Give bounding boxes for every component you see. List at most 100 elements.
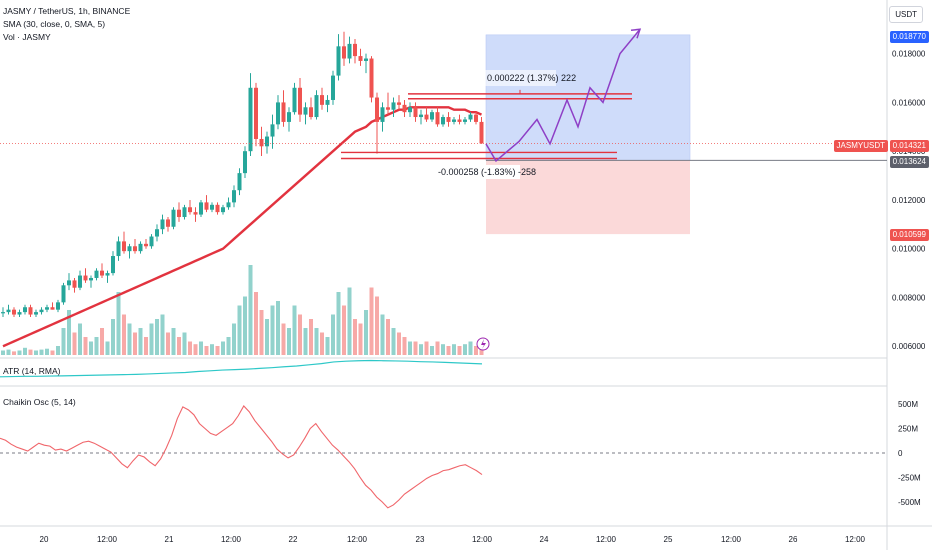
candle[interactable] — [105, 273, 110, 276]
candle[interactable] — [259, 138, 264, 147]
candle[interactable] — [342, 46, 346, 59]
legend-volume[interactable]: Vol · JASMY — [3, 32, 51, 42]
atr-title[interactable]: ATR (14, RMA) — [3, 366, 61, 376]
candle[interactable] — [364, 58, 368, 61]
projection-path[interactable] — [485, 28, 641, 163]
candle[interactable] — [138, 243, 143, 252]
candle[interactable] — [441, 117, 445, 125]
candle[interactable] — [210, 204, 214, 210]
candle[interactable] — [298, 87, 302, 115]
candle[interactable] — [94, 270, 99, 278]
candle[interactable] — [314, 95, 319, 118]
candle[interactable] — [226, 202, 231, 208]
candle[interactable] — [397, 102, 401, 105]
candle[interactable] — [12, 309, 16, 315]
volume-bar — [133, 332, 137, 355]
candle[interactable] — [182, 207, 187, 218]
legend-sma[interactable]: SMA (30, close, 0, SMA, 5) — [3, 19, 106, 29]
legend-symbol[interactable]: JASMY / TetherUS, 1h, BINANCE — [3, 6, 131, 16]
candle[interactable] — [347, 43, 352, 59]
currency-button[interactable]: USDT — [889, 6, 923, 23]
candle[interactable] — [133, 246, 137, 252]
candle[interactable] — [204, 202, 209, 210]
candle[interactable] — [281, 102, 286, 122]
candle[interactable] — [353, 43, 357, 57]
candle[interactable] — [237, 173, 242, 191]
candle[interactable] — [276, 102, 280, 125]
candle[interactable] — [39, 309, 44, 313]
candle[interactable] — [457, 119, 462, 122]
candle[interactable] — [17, 312, 22, 315]
chaikin-tick-label: 0 — [898, 449, 903, 458]
candle[interactable] — [83, 275, 88, 281]
candle[interactable] — [320, 95, 324, 105]
candle[interactable] — [1, 312, 5, 314]
candle[interactable] — [287, 112, 291, 122]
candle[interactable] — [149, 236, 154, 247]
candle[interactable] — [408, 107, 412, 113]
candle[interactable] — [144, 243, 148, 247]
candle[interactable] — [221, 207, 225, 213]
candle[interactable] — [358, 56, 363, 61]
candle[interactable] — [67, 280, 71, 286]
candle[interactable] — [435, 112, 440, 125]
candle[interactable] — [468, 114, 473, 120]
candle[interactable] — [215, 204, 220, 213]
candle[interactable] — [116, 241, 121, 257]
target-zone[interactable] — [485, 34, 691, 161]
chaikin-tick-label: -250M — [898, 474, 921, 483]
candle[interactable] — [309, 107, 313, 118]
candle[interactable] — [45, 307, 49, 310]
candle[interactable] — [479, 121, 484, 144]
candle[interactable] — [111, 256, 115, 274]
candle[interactable] — [188, 207, 192, 213]
candle[interactable] — [155, 229, 159, 237]
candle[interactable] — [127, 246, 132, 252]
candle[interactable] — [331, 75, 335, 100]
candle[interactable] — [160, 219, 165, 230]
candle[interactable] — [177, 209, 181, 218]
candle[interactable] — [419, 114, 423, 118]
candle[interactable] — [446, 117, 451, 122]
candle[interactable] — [34, 312, 38, 315]
candle[interactable] — [254, 87, 258, 139]
candle[interactable] — [424, 114, 429, 120]
candle[interactable] — [122, 241, 126, 252]
candle[interactable] — [380, 107, 385, 122]
candle[interactable] — [248, 87, 253, 152]
candle[interactable] — [232, 190, 236, 203]
candle[interactable] — [61, 285, 66, 303]
candle[interactable] — [199, 202, 203, 215]
candle[interactable] — [386, 107, 390, 110]
candle[interactable] — [89, 277, 93, 281]
candle[interactable] — [325, 99, 330, 105]
candle[interactable] — [413, 107, 418, 118]
candle[interactable] — [28, 307, 33, 315]
candle[interactable] — [303, 107, 308, 115]
candle[interactable] — [474, 114, 478, 122]
candle[interactable] — [452, 119, 456, 122]
candle[interactable] — [171, 209, 176, 227]
candle[interactable] — [50, 307, 55, 310]
candle[interactable] — [292, 87, 297, 113]
candle[interactable] — [243, 151, 247, 174]
candle[interactable] — [391, 102, 396, 110]
candle[interactable] — [78, 275, 82, 288]
candle[interactable] — [336, 46, 341, 76]
candle[interactable] — [463, 119, 467, 122]
candle[interactable] — [166, 219, 170, 227]
candle[interactable] — [265, 136, 269, 147]
candle[interactable] — [6, 309, 11, 313]
candle[interactable] — [369, 58, 374, 98]
candle[interactable] — [375, 97, 379, 122]
candle[interactable] — [56, 302, 60, 310]
candle[interactable] — [100, 270, 104, 276]
candle[interactable] — [402, 104, 407, 113]
candle[interactable] — [193, 212, 198, 215]
candle[interactable] — [23, 307, 27, 313]
chaikin-title[interactable]: Chaikin Osc (5, 14) — [3, 397, 76, 407]
candle[interactable] — [72, 280, 77, 288]
candle[interactable] — [270, 124, 275, 137]
candle[interactable] — [430, 112, 434, 120]
